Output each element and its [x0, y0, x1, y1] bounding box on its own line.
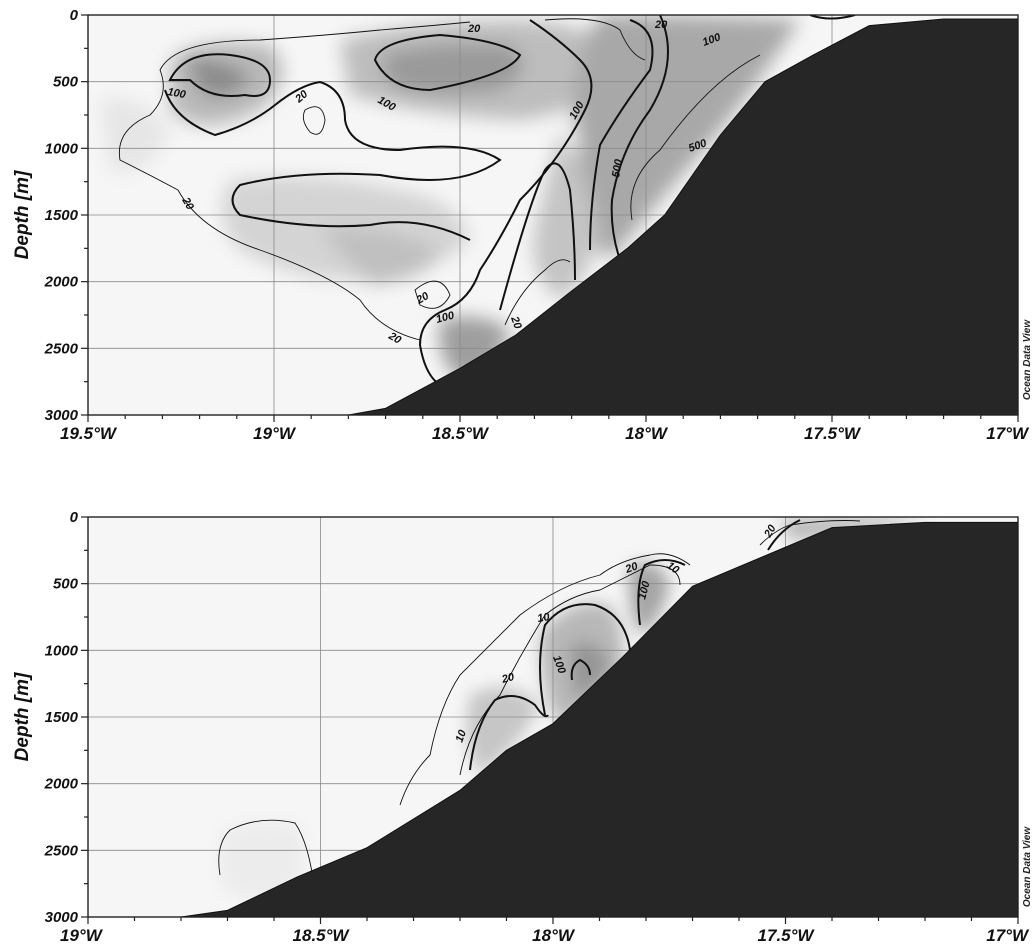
contour-label: 100: [166, 86, 187, 101]
x-tick-label: 18°W: [532, 926, 576, 945]
section-plot-top-svg: 20 20 20 20 20 20 20 100 100 100 100 100…: [12, 7, 1033, 440]
contour-500-top: [809, 15, 856, 20]
contour-20-lower: [177, 189, 421, 341]
contour-100-b: [539, 603, 631, 716]
x-axis-ticks: 19.5°W 19°W 18.5°W 18°W 17.5°W 17°W: [60, 415, 1030, 440]
watermark-text: Ocean Data View: [1022, 826, 1033, 907]
bathymetry-seafloor: [180, 521, 1018, 917]
contour-label: 100: [435, 309, 457, 326]
y-axis-title: Depth [m]: [12, 672, 33, 761]
contour-label: 100: [636, 579, 653, 601]
y-tick-label: 500: [53, 74, 79, 91]
contour-lines: [118, 15, 856, 386]
y-axis-title: Depth [m]: [12, 170, 33, 259]
contour-label: 20: [508, 314, 524, 331]
x-tick-label: 18.5°W: [432, 424, 490, 440]
contour-100-a: [469, 695, 549, 771]
y-tick-label: 1500: [45, 207, 79, 224]
contour-100-a: [168, 53, 272, 97]
y-tick-label: 1500: [45, 709, 79, 726]
contour-500-thick: [610, 15, 669, 261]
contour-100-f: [589, 19, 654, 251]
contour-100-c: [570, 658, 591, 681]
contour-label: 500: [610, 157, 625, 178]
contour-20-right: [544, 18, 646, 61]
contour-10-outer: [399, 553, 691, 806]
contour-100-d: [637, 559, 686, 626]
contour-10-deep: [218, 819, 316, 896]
y-tick-label: 2500: [44, 842, 79, 859]
contour-label: 10: [536, 611, 551, 625]
contour-20-small-loop: [302, 106, 326, 135]
contour-label: 20: [500, 671, 517, 686]
x-tick-label: 17°W: [986, 926, 1030, 945]
x-tick-label: 18.5°W: [293, 926, 351, 945]
x-tick-label: 17°W: [986, 424, 1030, 440]
y-axis-ticks: 0 500 1000 1500 2000 2500 3000: [44, 509, 88, 926]
y-tick-label: 0: [70, 7, 79, 24]
contour-100-d: [418, 19, 593, 386]
contour-label: 20: [467, 23, 481, 35]
x-tick-label: 19.5°W: [60, 424, 118, 440]
y-tick-label: 3000: [45, 909, 79, 926]
bathymetry-seafloor: [348, 18, 1018, 415]
section-plot-bottom-svg: 10 10 10 20 20 20 100 100 05001000150020…: [12, 509, 1033, 945]
y-tick-label: 2000: [44, 274, 79, 291]
y-tick-label: 3000: [45, 407, 79, 424]
y-tick-label: 2000: [44, 776, 79, 793]
contour-100-e: [499, 162, 576, 311]
watermark-text: Ocean Data View: [1022, 319, 1033, 400]
contour-20-loop-b: [414, 280, 451, 309]
contour-label: 20: [623, 560, 640, 576]
section-plot-bottom: 10 10 10 20 20 20 100 100 0 500 1000 1500 20…: [0, 505, 1033, 947]
y-tick-label: 1000: [45, 140, 79, 157]
contour-20-valley: [504, 259, 571, 326]
contour-100-top: [767, 519, 801, 551]
x-tick-label: 19°W: [60, 926, 104, 945]
contour-label: 10: [454, 728, 470, 744]
contour-100-c: [373, 33, 522, 92]
y-tick-label: 1000: [45, 642, 79, 659]
contour-20-outer: [118, 21, 471, 191]
x-tick-label: 18°W: [625, 424, 669, 440]
contour-100-b: [164, 80, 502, 241]
x-tick-label: 17.5°W: [804, 424, 862, 440]
y-tick-label: 0: [70, 509, 79, 526]
x-axis-ticks: 19°W 18.5°W 18°W 17.5°W 17°W: [60, 917, 1030, 945]
y-tick-label: 2500: [44, 340, 79, 357]
y-axis-ticks: 0 500 1000 1500 2000 2500 3000: [44, 7, 88, 424]
section-plot-top: 20 20 20 20 20 20 20 100 100 100 100 100…: [0, 0, 1033, 440]
contour-lines: [218, 519, 861, 896]
x-tick-label: 19°W: [253, 424, 297, 440]
x-tick-label: 17.5°W: [758, 926, 816, 945]
contour-label: 20: [654, 19, 668, 31]
y-tick-label: 500: [53, 576, 79, 593]
contour-500-thin: [630, 54, 761, 221]
